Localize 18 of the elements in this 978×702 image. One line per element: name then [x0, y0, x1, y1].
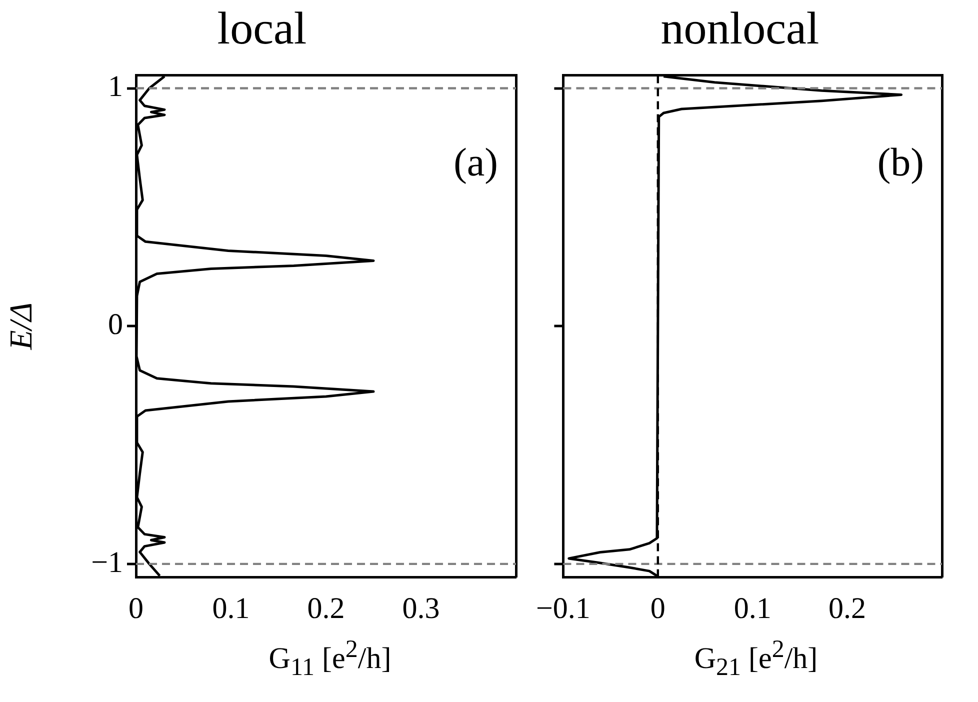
chart-title: local — [217, 2, 307, 54]
x-tick-label: 0 — [650, 592, 666, 625]
x-tick-label: −0.1 — [536, 592, 590, 625]
x-tick-label: 0.1 — [212, 592, 250, 625]
x-tick-label: 0.2 — [828, 592, 866, 625]
annotation: (b) — [877, 140, 924, 185]
x-axis-title: G$_{11}$ [e$^{2}$/h] — [268, 636, 392, 682]
annotation: (a) — [454, 140, 498, 185]
x-tick-label: 0.3 — [402, 592, 440, 625]
x-tick-label: 0.1 — [734, 592, 772, 625]
y-tick-label: 0 — [108, 308, 123, 341]
x-tick-label: 0 — [128, 592, 144, 625]
y-tick-label: 1 — [108, 70, 123, 104]
y-tick-label: −1 — [91, 546, 123, 579]
x-axis-title: G$_{21}$ [e$^{2}$/h] — [693, 636, 819, 682]
y-axis-title: E/Δ — [2, 302, 39, 351]
chart-title: nonlocal — [660, 2, 820, 54]
x-tick-label: 0.2 — [307, 592, 345, 625]
